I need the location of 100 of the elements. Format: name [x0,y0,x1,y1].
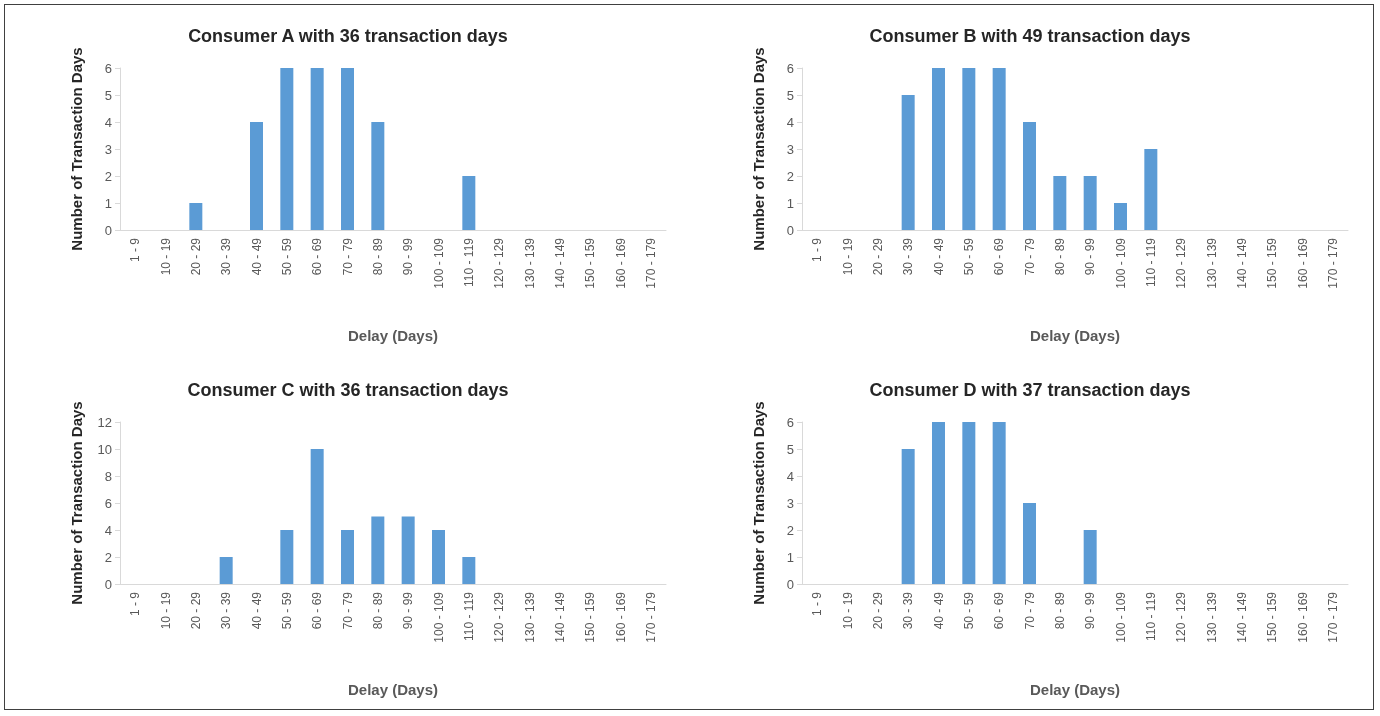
x-tick-label: 40 - 49 [249,237,264,276]
chart-title: Consumer B with 49 transaction days [869,26,1191,46]
bar [992,68,1006,230]
chart-title: Consumer D with 37 transaction days [869,380,1191,400]
y-axis-title: Number of Transaction Days [750,47,767,251]
bar [992,422,1006,584]
y-tick-label: 0 [786,576,794,592]
bar [371,122,385,230]
x-tick-label: 130 - 139 [1204,237,1219,289]
y-tick-label: 4 [786,114,794,130]
x-tick-label: 20 - 29 [188,591,203,630]
x-tick-label: 50 - 59 [961,591,976,630]
x-tick-label: 50 - 59 [279,591,294,630]
x-tick-label: 40 - 49 [249,591,264,630]
bar [280,530,294,584]
x-tick-label: 150 - 159 [1265,591,1280,643]
y-tick-label: 0 [104,222,112,238]
x-tick-label: 140 - 149 [552,591,567,643]
x-tick-label: 10 - 19 [840,591,855,630]
x-tick-label: 10 - 19 [158,237,173,276]
bar [1083,530,1097,584]
x-tick-label: 90 - 99 [401,237,416,276]
y-axis-title: Number of Transaction Days [68,401,85,605]
x-tick-label: 70 - 79 [1022,591,1037,630]
x-axis-title: Delay (Days) [347,327,439,344]
x-tick-label: 10 - 19 [840,237,855,276]
bar [1114,203,1127,230]
y-axis-title: Number of Transaction Days [68,47,85,251]
x-tick-label: 110 - 119 [461,591,476,641]
x-tick-label: 100 - 109 [431,591,446,643]
x-tick-label: 100 - 109 [1113,591,1128,643]
y-tick-label: 3 [786,141,794,157]
x-axis-title: Delay (Days) [347,681,439,698]
x-tick-label: 160 - 169 [613,591,628,643]
x-tick-label: 1 - 9 [810,591,825,617]
x-tick-label: 120 - 129 [1174,237,1189,289]
y-tick-label: 1 [104,195,112,211]
bar [1023,122,1036,230]
y-tick-label: 5 [786,87,794,103]
y-tick-label: 2 [104,168,112,184]
y-tick-label: 6 [104,495,112,511]
x-tick-label: 70 - 79 [1022,237,1037,276]
x-tick-label: 40 - 49 [931,237,946,276]
bar [250,122,263,230]
x-tick-label: 80 - 89 [370,237,385,276]
y-tick-label: 8 [104,468,112,484]
x-tick-label: 60 - 69 [992,237,1007,276]
x-tick-label: 100 - 109 [431,237,446,289]
y-tick-label: 4 [786,468,794,484]
bar [962,68,976,230]
x-tick-label: 10 - 19 [158,591,173,630]
y-axis-title: Number of Transaction Days [750,401,767,605]
x-tick-label: 130 - 139 [522,237,537,289]
y-tick-label: 6 [786,60,794,76]
x-tick-label: 80 - 89 [370,591,385,630]
y-tick-label: 10 [97,441,112,457]
y-tick-label: 6 [786,414,794,430]
bar [401,516,415,584]
x-tick-label: 1 - 9 [128,237,143,263]
x-tick-label: 110 - 119 [1143,237,1158,287]
x-tick-label: 20 - 29 [188,237,203,276]
x-tick-label: 30 - 39 [901,237,916,276]
x-tick-label: 150 - 159 [583,591,598,643]
bar [280,68,294,230]
x-tick-label: 1 - 9 [810,237,825,263]
bar [310,449,324,584]
x-tick-label: 60 - 69 [310,591,325,630]
bar [462,176,476,230]
y-tick-label: 4 [104,114,112,130]
bar [341,68,354,230]
bar [932,68,945,230]
bar [962,422,976,584]
x-tick-label: 160 - 169 [613,237,628,289]
x-tick-label: 120 - 129 [1174,591,1189,643]
x-tick-label: 1 - 9 [128,591,143,617]
x-tick-label: 110 - 119 [1143,591,1158,641]
x-tick-label: 70 - 79 [340,591,355,630]
bar [371,516,385,584]
y-tick-label: 2 [786,168,794,184]
y-tick-label: 1 [786,195,794,211]
bar [901,95,915,230]
y-tick-label: 1 [786,549,794,565]
chart-title: Consumer A with 36 transaction days [188,26,508,46]
bar [932,422,945,584]
x-axis-title: Delay (Days) [1029,327,1121,344]
x-tick-label: 170 - 179 [1325,591,1340,643]
x-tick-label: 90 - 99 [401,591,416,630]
x-tick-label: 170 - 179 [643,237,658,289]
x-tick-label: 120 - 129 [492,591,507,643]
x-tick-label: 80 - 89 [1052,237,1067,276]
x-tick-label: 120 - 129 [492,237,507,289]
bar [901,449,915,584]
x-tick-label: 160 - 169 [1295,237,1310,289]
y-tick-label: 2 [786,522,794,538]
x-tick-label: 100 - 109 [1113,237,1128,289]
x-tick-label: 140 - 149 [552,237,567,289]
x-tick-label: 160 - 169 [1295,591,1310,643]
x-tick-label: 170 - 179 [1325,237,1340,289]
x-tick-label: 60 - 69 [310,237,325,276]
y-tick-label: 3 [786,495,794,511]
